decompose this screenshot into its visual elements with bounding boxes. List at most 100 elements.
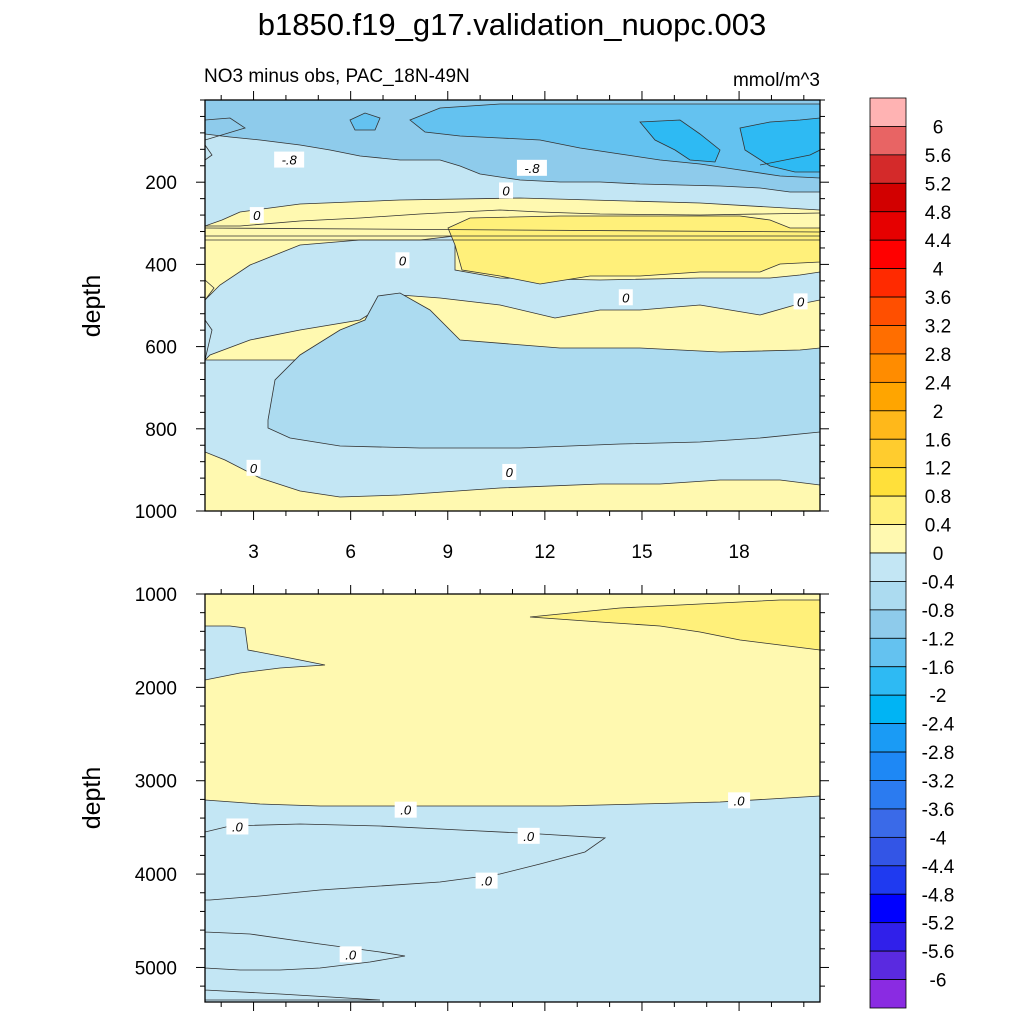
colorbar-label: -5.6 xyxy=(922,942,955,963)
contour-label: -.8 xyxy=(282,153,298,168)
colorbar-box xyxy=(869,182,907,213)
colorbar-label: 4.4 xyxy=(925,231,952,252)
colorbar-box xyxy=(869,410,907,440)
upper-ticks: 3 6 9 12 15 18 200 400 600 800 1000 xyxy=(135,91,829,563)
colorbar-box xyxy=(869,723,907,753)
colorbar-box xyxy=(869,467,907,497)
colorbar-label: -5.2 xyxy=(922,914,955,935)
lower-panel: 1000 2000 3000 4000 5000 .0 .0 .0 .0 .0 .0 depth xyxy=(78,585,829,1011)
colorbar-label: -4.4 xyxy=(922,857,955,878)
contour-label-bg xyxy=(339,946,362,963)
colorbar-box xyxy=(869,979,907,1009)
colorbar-box xyxy=(869,268,907,298)
contour-label-bg xyxy=(249,207,264,224)
y-tick-label: 600 xyxy=(145,338,177,359)
colorbar-label: -2.8 xyxy=(922,743,955,764)
upper-contour-labels: -.8 -.8 0 0 0 0 0 0 0 xyxy=(246,151,808,480)
x-tick-label: 12 xyxy=(534,542,555,563)
colorbar-label: 2.8 xyxy=(925,345,951,366)
contour-label-bg xyxy=(274,151,305,168)
upper-contour-lines xyxy=(205,117,820,361)
colorbar-box xyxy=(869,950,907,980)
colorbar-box xyxy=(869,808,907,838)
contour-label-bg xyxy=(502,463,517,480)
y-tick-label: 1000 xyxy=(135,585,177,606)
colorbar-label: 0.8 xyxy=(925,487,951,508)
y-tick-label: 3000 xyxy=(135,772,177,793)
units-label: mmol/m^3 xyxy=(733,70,820,91)
colorbar-label: 3.6 xyxy=(925,288,951,309)
y-tick-label: 2000 xyxy=(135,678,177,699)
y-tick-label: 5000 xyxy=(135,958,177,979)
colorbar-box xyxy=(869,126,907,156)
colorbar-label: -2 xyxy=(930,686,947,707)
colorbar-label: -0.8 xyxy=(922,601,955,622)
colorbar-box xyxy=(869,154,907,184)
colorbar-label: 1.6 xyxy=(925,430,951,451)
upper-fill-bright-blue xyxy=(639,117,820,173)
contour-label-bg xyxy=(394,801,417,818)
contour-label: .0 xyxy=(232,819,244,834)
colorbar-label: 0 xyxy=(933,544,944,565)
colorbar-box xyxy=(869,609,907,639)
lower-fill-yellow xyxy=(529,599,820,651)
colorbar-label: 0.4 xyxy=(925,516,952,537)
upper-y-axis-label: depth xyxy=(78,275,106,338)
contour-label: 0 xyxy=(622,290,630,305)
colorbar-box xyxy=(869,552,907,582)
colorbar-box xyxy=(869,694,907,725)
colorbar-box xyxy=(869,296,907,326)
upper-fill-light-blue xyxy=(267,292,820,449)
colorbar-box xyxy=(869,836,907,867)
contour-label: 0 xyxy=(253,208,261,223)
y-tick-label: 200 xyxy=(145,173,177,194)
colorbar-label: 5.2 xyxy=(925,174,951,195)
x-tick-label: 15 xyxy=(631,542,652,563)
y-tick-label: 4000 xyxy=(135,865,177,886)
contour-label: 0 xyxy=(797,294,805,309)
colorbar-label: -1.2 xyxy=(922,629,955,650)
colorbar-box xyxy=(869,922,907,952)
contour-label-bg xyxy=(793,293,808,310)
colorbar-label: 4 xyxy=(933,260,944,281)
contour-label: 0 xyxy=(506,465,514,480)
colorbar-box xyxy=(869,637,907,668)
lower-fill-very-light-blue-upper xyxy=(205,625,326,681)
figure-title: b1850.f19_g17.validation_nuopc.003 xyxy=(258,7,767,42)
colorbar-label: 2.4 xyxy=(925,373,952,394)
colorbar-box xyxy=(869,239,907,270)
contour-label: .0 xyxy=(734,793,746,808)
colorbar-label: 6 xyxy=(933,117,944,138)
colorbar-box xyxy=(869,751,907,781)
x-tick-label: 18 xyxy=(729,542,750,563)
contour-label: .0 xyxy=(345,947,357,962)
colorbar-box xyxy=(869,211,907,241)
y-tick-label: 800 xyxy=(145,420,177,441)
y-tick-label: 400 xyxy=(145,255,177,276)
colorbar-label: -2.4 xyxy=(922,715,955,736)
lower-contour-labels: .0 .0 .0 .0 .0 .0 xyxy=(226,792,751,963)
contour-label-bg xyxy=(226,818,249,835)
colorbar-box xyxy=(869,581,907,611)
colorbar-label: 1.2 xyxy=(925,459,951,480)
lower-y-axis-label: depth xyxy=(78,767,106,830)
colorbar-label: -3.2 xyxy=(922,772,955,793)
colorbar-label: -1.6 xyxy=(922,658,955,679)
colorbar-label: -3.6 xyxy=(922,800,955,821)
y-tick-label: 1000 xyxy=(135,502,177,523)
contour-label: .0 xyxy=(400,803,412,818)
x-tick-label: 9 xyxy=(442,542,453,563)
colorbar-label: -0.4 xyxy=(922,572,955,593)
lower-fill-very-light-blue-lower xyxy=(205,795,820,1002)
contour-label: .0 xyxy=(523,829,535,844)
contour-label: -.8 xyxy=(524,161,540,176)
colorbar-label: 5.6 xyxy=(925,146,951,167)
colorbar-label: 4.8 xyxy=(925,203,951,224)
colorbar-label: -6 xyxy=(930,971,947,992)
contour-label-bg xyxy=(246,459,261,476)
panel-subtitle: NO3 minus obs, PAC_18N-49N xyxy=(204,66,470,87)
lower-ticks: 1000 2000 3000 4000 5000 xyxy=(135,585,829,1011)
x-tick-label: 3 xyxy=(248,542,259,563)
